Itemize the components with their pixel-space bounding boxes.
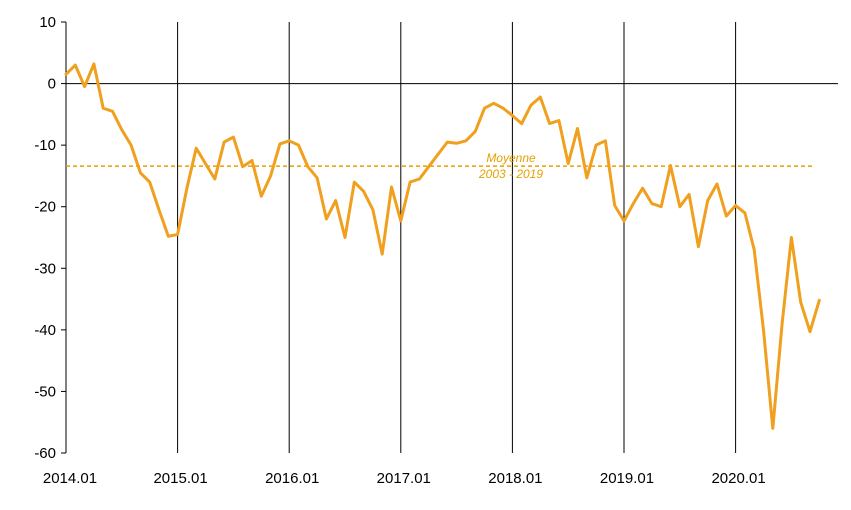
y-axis-ticks: 10 0 -10 -20 -30 -40 -50 -60 xyxy=(34,14,66,462)
x-tick-label: 2019.01 xyxy=(600,470,654,487)
x-tick-label: 2020.01 xyxy=(711,470,765,487)
x-axis-ticks: 2014.01 2015.01 2016.01 2017.01 2018.01 2019.… xyxy=(43,470,766,487)
vertical-gridlines xyxy=(177,22,737,453)
average-label-line2: 2003 - 2019 xyxy=(478,167,543,181)
y-tick-label: 10 xyxy=(39,14,56,31)
y-tick-label: -60 xyxy=(34,445,56,462)
series-line xyxy=(64,62,821,430)
y-tick-label: -40 xyxy=(34,322,56,339)
data-series xyxy=(64,62,821,430)
x-tick-label: 2014.01 xyxy=(43,470,97,487)
x-tick-label: 2018.01 xyxy=(488,470,542,487)
average-label-line1: Moyenne xyxy=(486,151,536,165)
y-tick-label: 0 xyxy=(48,76,56,93)
y-tick-label: -30 xyxy=(34,260,56,277)
y-tick-label: -20 xyxy=(34,199,56,216)
y-tick-label: -10 xyxy=(34,137,56,154)
x-tick-label: 2015.01 xyxy=(153,470,207,487)
x-tick-label: 2017.01 xyxy=(377,470,431,487)
x-tick-label: 2016.01 xyxy=(265,470,319,487)
y-tick-label: -50 xyxy=(34,383,56,400)
